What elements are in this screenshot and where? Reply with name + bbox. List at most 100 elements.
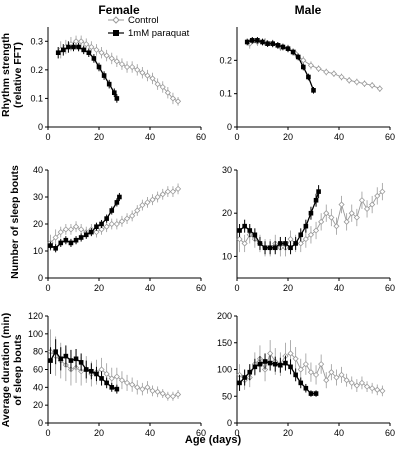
data-point xyxy=(139,202,146,209)
y-tick-label: 20 xyxy=(33,400,43,410)
row-label-rhythm-strength-unit: (relative FFT) xyxy=(12,42,24,108)
data-point xyxy=(272,361,278,367)
data-point xyxy=(164,393,171,400)
data-point xyxy=(48,243,53,248)
data-point xyxy=(108,55,115,62)
data-point xyxy=(242,375,247,380)
panel-2-0: 0 20 40 60 0 20 40 60 80 100 120 xyxy=(28,311,206,438)
y-tick-label: 0 xyxy=(38,418,43,428)
y-tick-label: 100 xyxy=(28,329,43,339)
data-point xyxy=(241,240,248,247)
data-point xyxy=(99,221,104,227)
data-point xyxy=(78,235,84,240)
data-point xyxy=(169,393,177,400)
data-point xyxy=(287,350,294,357)
data-point xyxy=(113,373,120,380)
data-point xyxy=(149,75,156,82)
data-point xyxy=(83,41,90,48)
data-point xyxy=(275,43,281,48)
data-point xyxy=(129,63,136,71)
data-point xyxy=(312,227,320,234)
data-point xyxy=(302,361,309,368)
data-point xyxy=(169,95,177,102)
series-paraquat xyxy=(48,339,120,394)
data-point xyxy=(53,349,58,354)
series-control xyxy=(236,340,386,397)
panel-1-0: 0 20 40 60 0 10 20 30 40 xyxy=(33,165,206,293)
data-point xyxy=(118,61,126,68)
data-point xyxy=(293,372,298,378)
data-point xyxy=(68,240,74,246)
series-control xyxy=(47,329,182,401)
data-point xyxy=(62,226,69,233)
panels: 0 20 40 60 0 0.1 0.2 0.3 0 20 40 60 0 0.1 0.2 0 20 40 60 0 1… xyxy=(28,27,395,438)
data-point xyxy=(99,376,104,381)
data-point xyxy=(88,43,95,51)
x-tick-label: 0 xyxy=(234,283,239,293)
data-point xyxy=(307,62,315,69)
x-tick-label: 60 xyxy=(196,428,206,438)
data-point xyxy=(108,375,115,382)
row-label-sleep-bouts: Number of sleep bouts xyxy=(9,165,21,279)
data-point xyxy=(134,384,141,391)
data-point xyxy=(283,360,288,366)
x-tick-label: 0 xyxy=(234,132,239,142)
data-point xyxy=(298,232,304,238)
data-point xyxy=(117,194,122,200)
x-tick-label: 20 xyxy=(94,428,104,438)
data-point xyxy=(144,72,151,79)
data-point xyxy=(67,226,75,233)
data-point xyxy=(288,364,293,370)
data-point xyxy=(48,358,53,363)
data-point xyxy=(346,77,353,84)
data-point xyxy=(247,369,253,375)
data-point xyxy=(262,359,268,364)
series-paraquat xyxy=(48,192,122,253)
data-point xyxy=(306,74,311,80)
column-title-female: Female xyxy=(98,3,140,17)
data-point xyxy=(278,362,283,368)
data-point xyxy=(244,39,250,45)
data-point xyxy=(103,370,110,378)
data-point xyxy=(369,201,376,208)
y-tick-label: 30 xyxy=(33,192,43,202)
data-point xyxy=(262,245,268,251)
data-point xyxy=(123,379,131,386)
y-tick-label: 200 xyxy=(217,311,232,321)
y-tick-label: 120 xyxy=(28,311,43,321)
y-tick-label: 0.1 xyxy=(30,93,43,103)
data-point xyxy=(323,68,330,76)
data-point xyxy=(361,80,368,87)
y-tick-label: 60 xyxy=(33,365,43,375)
y-tick-label: 0 xyxy=(38,273,43,283)
x-tick-label: 60 xyxy=(385,283,395,293)
x-tick-label: 0 xyxy=(45,428,50,438)
data-point xyxy=(154,388,161,395)
y-tick-label: 40 xyxy=(33,382,43,392)
data-point xyxy=(252,232,258,238)
panel-1-1: 0 20 40 60 10 20 30 xyxy=(222,165,395,293)
data-point xyxy=(96,64,102,70)
data-point xyxy=(86,50,92,56)
data-point xyxy=(73,237,79,243)
data-point xyxy=(159,390,166,397)
y-tick-label: 30 xyxy=(222,165,232,175)
data-point xyxy=(323,210,330,217)
series-line xyxy=(249,41,380,90)
data-point xyxy=(164,89,171,96)
legend-control-marker xyxy=(112,16,120,24)
y-tick-label: 20 xyxy=(33,219,43,229)
data-point xyxy=(73,356,79,362)
data-point xyxy=(307,231,315,238)
x-tick-label: 40 xyxy=(145,283,155,293)
data-point xyxy=(159,83,166,91)
data-point xyxy=(134,66,141,73)
y-tick-label: 80 xyxy=(33,347,43,357)
data-point xyxy=(174,185,182,192)
data-point xyxy=(348,379,355,386)
data-point xyxy=(265,41,270,46)
data-point xyxy=(343,377,350,384)
series-paraquat xyxy=(55,41,120,103)
data-point xyxy=(89,368,94,374)
x-tick-label: 0 xyxy=(45,132,50,142)
